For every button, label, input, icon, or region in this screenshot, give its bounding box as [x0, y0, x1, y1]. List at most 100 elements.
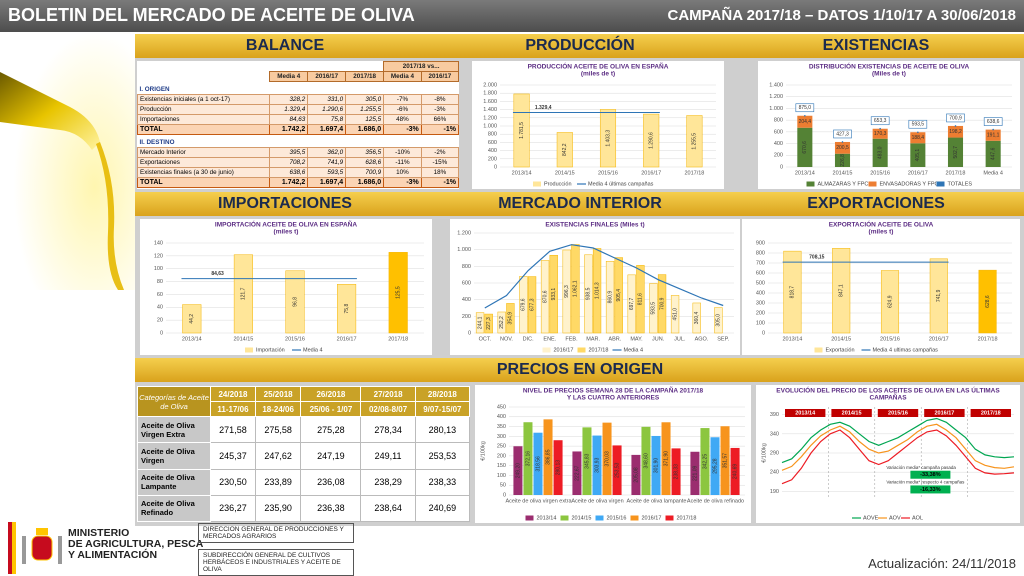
- value-label: 238,33: [673, 464, 679, 480]
- line: [781, 423, 1015, 471]
- chart: EVOLUCIÓN DEL PRECIO DE LOS ACEITES DE O…: [756, 385, 1020, 523]
- value-label: 96,8: [292, 297, 298, 307]
- price-value: 238,33: [414, 468, 471, 496]
- x-tick-label: 2015/16: [598, 170, 618, 176]
- bar-segment: [872, 138, 888, 167]
- annotation-box: [910, 470, 951, 479]
- x-tick-label: 2017/18: [946, 170, 966, 176]
- bar: [553, 440, 563, 495]
- date-header: 9/07-15/07: [414, 401, 471, 417]
- chart-title: EVOLUCIÓN DEL PRECIO DE LOS ACEITES DE O…: [776, 386, 1000, 395]
- bar: [929, 258, 948, 334]
- y-tick-label: 2.000: [483, 82, 497, 88]
- legend-swatch: [630, 515, 639, 521]
- value-label: 679,6: [521, 298, 527, 311]
- section-title: EXISTENCIAS: [822, 37, 930, 54]
- price-value: 238,29: [360, 468, 416, 496]
- bar: [582, 427, 592, 495]
- section-title: PRECIOS EN ORIGEN: [496, 361, 664, 378]
- category-label: Aceite de Oliva Virgen Extra: [137, 415, 211, 444]
- bar: [627, 274, 636, 334]
- period-box: [831, 409, 872, 417]
- value-label: 125,5: [396, 286, 402, 299]
- bar: [686, 115, 703, 168]
- y-tick-label: 0: [494, 164, 497, 170]
- emblem-pillar: [22, 536, 26, 564]
- y-tick-label: 900: [756, 240, 765, 246]
- bar: [527, 276, 537, 334]
- total-marker: [841, 141, 844, 143]
- period-box: [970, 409, 1011, 417]
- y-tick-label: 0: [780, 164, 783, 170]
- total-marker: [954, 125, 957, 127]
- price-value: 275,28: [300, 415, 362, 444]
- price-value: 247,62: [254, 442, 302, 470]
- value-label: 700,9: [659, 297, 665, 310]
- table-row: Aceite de Oliva Virgen Extra 271,58 275,58…: [137, 415, 471, 444]
- value-label: 205,08: [633, 467, 639, 483]
- chart: EXPORTACIÓN ACEITE DE OLIVA(miles t) 0 100…: [742, 219, 1020, 355]
- value-label: 818,7: [790, 286, 796, 299]
- x-tick-label: 2017/18: [978, 336, 998, 342]
- legend-swatch: [525, 515, 534, 521]
- value-label: 75,8: [344, 304, 350, 314]
- value-label: 875,0: [799, 105, 812, 111]
- bar: [692, 302, 701, 334]
- value-label: 405,1: [915, 149, 921, 162]
- value-label: 244,1: [477, 316, 483, 329]
- emblem-band: [12, 522, 16, 574]
- value-label: 188,4: [912, 135, 925, 141]
- price-value: 245,37: [210, 442, 256, 470]
- y-tick-label: 1.000: [769, 106, 783, 112]
- emblem-pillar: [58, 536, 62, 564]
- bar: [572, 451, 582, 495]
- annotation-value: -33,38%: [920, 472, 941, 478]
- total-value: 1.686,0: [345, 177, 385, 188]
- x-tick-label: 2013/14: [182, 336, 202, 342]
- total-label: TOTAL: [136, 177, 271, 188]
- value-label: 502,7: [953, 146, 959, 159]
- y-tick-label: 1.600: [483, 99, 497, 105]
- value-label: 653,3: [874, 118, 887, 124]
- y-tick-label: 1.800: [483, 91, 497, 97]
- annotation-value: -16,33%: [920, 487, 941, 493]
- update-date: Actualización: 24/11/2018: [868, 556, 1016, 571]
- table-row: Mercado Interior 395,5 362,0 356,5 -10% -2%: [136, 147, 460, 158]
- bar: [605, 261, 615, 334]
- price-value: 240,69: [414, 494, 471, 523]
- ministry-line: DE AGRICULTURA, PESCA: [68, 538, 204, 550]
- table-row: Importaciones 84,63 75,8 125,5 48% 66%: [136, 114, 460, 125]
- x-tick-label: 2015/16: [880, 336, 900, 342]
- bar: [614, 257, 623, 334]
- x-tick-label: 2016/17: [929, 336, 949, 342]
- y-tick-label: 60: [157, 292, 163, 298]
- bar: [710, 437, 720, 495]
- price-value: 253,53: [414, 442, 471, 470]
- legend-label: 2014/15: [572, 515, 592, 521]
- bar-segment: [910, 143, 926, 167]
- price-value: 233,89: [254, 468, 302, 496]
- value-label: 996,3: [564, 285, 570, 298]
- y-tick-label: 20: [157, 318, 163, 324]
- y-tick-label: 350: [497, 424, 506, 430]
- x-tick-label: 2015/16: [285, 336, 305, 342]
- column-header: 2017/18: [345, 71, 385, 82]
- period-label: 2017/18: [981, 410, 1001, 416]
- total-box: [983, 117, 1003, 126]
- bottle: [0, 72, 100, 150]
- legend-label: Media 4 ultimas campañas: [873, 347, 939, 353]
- value-label: 638,6: [987, 119, 1000, 125]
- value-label: 240,69: [732, 464, 738, 480]
- chart-subtitle: CAMPAÑAS: [869, 393, 907, 402]
- bar-segment: [834, 153, 851, 167]
- x-tick-label: 2014/15: [555, 170, 575, 176]
- x-tick-label: OCT.: [479, 336, 492, 342]
- x-tick-label: Aceite de oliva lampante: [627, 498, 687, 504]
- ministry-line: MINISTERIO: [68, 527, 130, 539]
- balance-table: 2017/18 vs... Media 4 2016/17 2017/18 Media …: [136, 61, 460, 188]
- bar: [714, 307, 723, 334]
- oil-illustration: [0, 32, 135, 290]
- bar: [571, 244, 580, 334]
